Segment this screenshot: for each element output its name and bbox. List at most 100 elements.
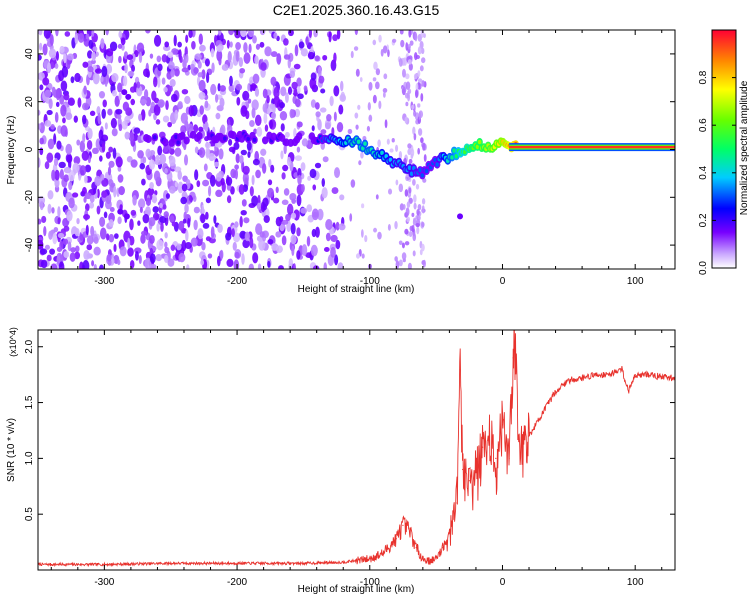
spectrogram-cell xyxy=(170,244,176,252)
spectrogram-cell xyxy=(51,86,56,96)
spectrogram-cell xyxy=(163,86,168,93)
spectrogram-cell xyxy=(60,125,68,137)
spectrogram-cell xyxy=(113,185,117,198)
spectrogram-cell xyxy=(78,174,82,181)
spectrogram-cell xyxy=(401,252,407,261)
spectrogram-cell xyxy=(127,237,131,249)
snr-data-point xyxy=(170,562,172,564)
spectrogram-cell xyxy=(263,112,268,124)
spectrogram-cell xyxy=(38,218,42,225)
spectrogram-cell xyxy=(330,246,336,258)
spectrogram-cell xyxy=(315,226,320,238)
spectrogram-cell xyxy=(46,152,54,163)
spectrogram-cell xyxy=(423,154,427,162)
spectrogram-cell xyxy=(159,203,163,209)
spectrogram-cell xyxy=(100,38,105,50)
spectrogram-cell xyxy=(101,65,108,78)
spectrogram-cell xyxy=(112,147,117,159)
spectrogram-cell xyxy=(98,129,104,141)
spectrogram-cell xyxy=(312,265,320,269)
spectrogram-cell xyxy=(198,126,204,132)
spectrogram-cell xyxy=(65,112,73,120)
spectrogram-cell xyxy=(280,150,284,160)
spectrogram-cell xyxy=(87,66,94,73)
snr-data-point xyxy=(402,524,404,526)
spectrogram-cell xyxy=(252,252,259,264)
spectrogram-cell xyxy=(164,232,168,239)
spectrogram-cell xyxy=(204,142,211,149)
spectrogram-cell xyxy=(131,64,135,73)
spectrogram-cell xyxy=(287,86,293,95)
spectrogram-cell xyxy=(81,150,89,161)
spectrogram-cell xyxy=(246,141,252,151)
spectrogram-cell xyxy=(42,77,50,86)
spectrogram-cell xyxy=(210,83,217,96)
spectrogram-cell xyxy=(215,189,223,198)
spectrogram-cell xyxy=(180,125,187,135)
spectrogram-cell xyxy=(262,103,267,113)
spectrogram-cell xyxy=(191,40,196,50)
spectrogram-cell xyxy=(262,163,267,174)
x-tick-label: -200 xyxy=(227,577,247,588)
spectrogram-cell xyxy=(260,148,267,156)
spectrogram-cell xyxy=(254,87,260,97)
spectrogram-cell xyxy=(231,228,235,238)
spectrogram-cell xyxy=(335,221,340,231)
spectrogram-cell xyxy=(57,217,61,225)
colorbar-frame xyxy=(711,29,737,269)
spectrogram-cell xyxy=(83,37,91,47)
spectrogram-cell xyxy=(139,99,147,105)
spectrogram-cell xyxy=(293,87,298,97)
spectrogram-cell xyxy=(153,170,161,182)
spectrogram-ylabel: Frequency (Hz) xyxy=(6,116,17,185)
spectrogram-cell xyxy=(252,73,260,84)
spectrogram-cell xyxy=(141,230,148,236)
spectrogram-cell xyxy=(413,73,418,80)
spectrogram-cell xyxy=(407,43,411,50)
spectrogram-cell xyxy=(174,147,182,157)
spectrogram-cell xyxy=(417,204,422,211)
spectrogram-cell xyxy=(256,126,263,137)
snr-plot-area xyxy=(38,330,675,568)
spectrogram-cell xyxy=(184,154,189,166)
spectrogram-cell xyxy=(154,159,162,166)
spectrogram-cell xyxy=(194,53,202,60)
spectrogram-cell xyxy=(418,110,424,119)
snr-panel: -300 -200 -100 0 100 0.5 1.0 1.5 2.0 Height of s… xyxy=(6,327,676,595)
spectrogram-cell xyxy=(207,185,212,197)
spectrogram-cell xyxy=(63,225,70,232)
spectrogram-cell xyxy=(220,124,226,136)
spectrogram-cell xyxy=(108,219,114,227)
spectrogram-ridge-halo xyxy=(261,136,269,145)
spectrogram-cell xyxy=(123,213,130,220)
spectrogram-cell xyxy=(214,93,219,103)
spectrogram-cell xyxy=(296,194,302,207)
spectrogram-cell xyxy=(205,146,210,159)
spectrogram-cell xyxy=(86,244,93,251)
spectrogram-cell xyxy=(167,258,175,267)
spectrogram-cell xyxy=(413,110,417,117)
spectrogram-cell xyxy=(126,54,134,61)
snr-data-point xyxy=(488,435,490,437)
snr-data-point xyxy=(415,547,417,549)
spectrogram-cell xyxy=(325,232,331,242)
spectrogram-cell xyxy=(414,89,419,99)
spectrogram-cell xyxy=(288,258,294,267)
spectrogram-ridge-halo xyxy=(196,131,203,140)
spectrogram-cell xyxy=(200,213,206,224)
spectrogram-cell xyxy=(240,149,247,156)
spectrogram-cell xyxy=(324,122,331,130)
spectrogram-cell xyxy=(320,129,327,135)
spectrogram-cell xyxy=(177,170,182,181)
spectrogram-cell xyxy=(405,42,409,51)
spectrogram-cell xyxy=(275,186,279,194)
spectrogram-cell xyxy=(77,32,85,43)
spectrogram-cell xyxy=(87,50,93,59)
spectrogram-cell xyxy=(308,30,312,39)
spectrogram-cell xyxy=(335,239,341,250)
spectrogram-cell xyxy=(228,84,235,93)
spectrogram-cell xyxy=(291,81,298,90)
spectrogram-cell xyxy=(405,101,409,107)
spectrogram-cell xyxy=(298,41,305,49)
spectrogram-cell xyxy=(85,33,90,40)
